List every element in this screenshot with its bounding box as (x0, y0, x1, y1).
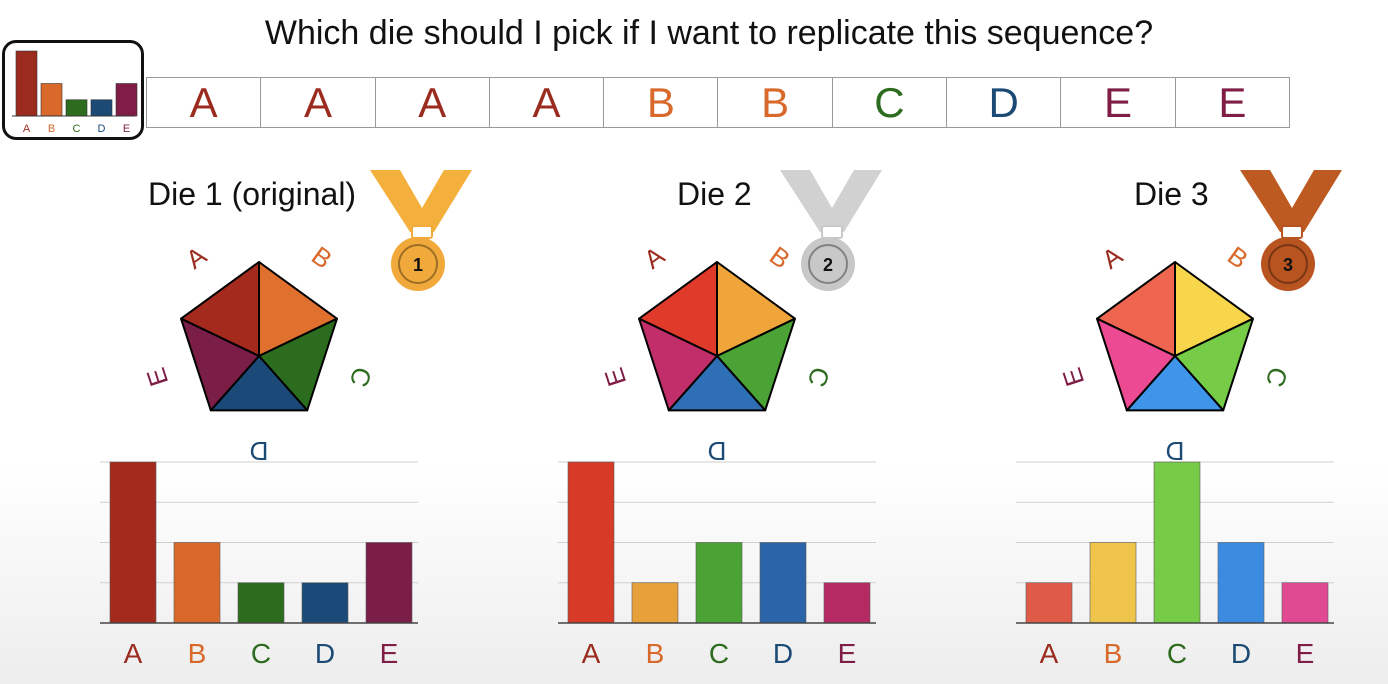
thumbnail-label: C (73, 123, 81, 135)
bar (173, 542, 221, 624)
category-label: C (1167, 638, 1187, 669)
thumbnail-label: E (123, 123, 130, 135)
sequence-cell: A (189, 78, 218, 126)
medal-rank: 3 (1283, 255, 1293, 275)
die-1-bar-chart: A B C D E (100, 461, 418, 669)
category-label: A (124, 638, 143, 669)
page-title: Which die should I pick if I want to rep… (264, 14, 1154, 52)
thumbnail-bar (115, 83, 138, 117)
category-label: D (315, 638, 335, 669)
category-label: E (380, 638, 399, 669)
die-face-label: D (708, 436, 727, 466)
die-face-label: D (1166, 436, 1185, 466)
bar (823, 582, 871, 624)
die-face-label: C (344, 363, 378, 390)
die-face-label: B (764, 240, 796, 274)
category-label: B (646, 638, 665, 669)
bar (109, 461, 157, 624)
sequence-cell: B (717, 78, 831, 127)
medal-ribbon (370, 170, 472, 232)
bar (567, 461, 615, 624)
category-label: E (1296, 638, 1315, 669)
category-label: B (1104, 638, 1123, 669)
gold-medal-icon: 1 (370, 170, 472, 291)
category-label: C (251, 638, 271, 669)
bar (1217, 542, 1265, 624)
die-face-label: E (140, 364, 174, 390)
die-1-pentagon: A B C D E (140, 240, 378, 466)
thumbnail-label: A (23, 123, 31, 135)
silver-medal-icon: 2 (780, 170, 882, 291)
medal-rank: 2 (823, 255, 833, 275)
bar (1281, 582, 1329, 624)
sequence-cell: B (603, 78, 717, 127)
die-face (638, 317, 718, 412)
die-face-label: A (638, 240, 670, 275)
die-face-label: C (802, 363, 836, 390)
sequence-cell: D (946, 78, 1060, 127)
bronze-medal-icon: 3 (1240, 170, 1342, 291)
category-label: E (838, 638, 857, 669)
category-label: C (709, 638, 729, 669)
die-face-label: E (1056, 364, 1090, 390)
sequence-cell: C (831, 78, 946, 127)
die-face-label: C (1260, 363, 1294, 390)
distribution-thumbnail: A B C D E (2, 40, 144, 140)
sequence-cell: E (1060, 78, 1174, 127)
thumbnail-bar (90, 99, 113, 117)
category-label: D (1231, 638, 1251, 669)
bar (301, 582, 349, 624)
medal-ribbon (1240, 170, 1342, 232)
die-3-pentagon: A B C D E (1056, 240, 1294, 466)
bar (1025, 582, 1073, 624)
sequence-cell: E (1174, 78, 1289, 127)
die-2-title: Die 2 (677, 176, 752, 212)
bar (631, 582, 679, 624)
thumbnail-label: D (98, 123, 106, 135)
die-face (1096, 317, 1176, 412)
die-1-title: Die 1 (original) (148, 176, 357, 212)
bar (1153, 461, 1201, 624)
thumbnail-bar (65, 99, 88, 117)
die-face-label: E (598, 364, 632, 390)
die-face-label: B (306, 240, 338, 274)
die-face-label: A (180, 240, 212, 275)
die-face (180, 317, 260, 412)
bar (365, 542, 413, 624)
die-3-bar-chart: A B C D E (1016, 461, 1334, 669)
die-face-label: D (250, 436, 269, 466)
die-2-bar-chart: A B C D E (558, 461, 876, 669)
category-label: A (582, 638, 601, 669)
category-label: B (188, 638, 207, 669)
die-3-title: Die 3 (1134, 176, 1209, 212)
medal-ribbon (780, 170, 882, 232)
die-face-label: B (1222, 240, 1254, 274)
medal-rank: 1 (413, 255, 423, 275)
sequence-cell: A (488, 78, 603, 127)
sequence-cell: A (260, 78, 374, 127)
bar (237, 582, 285, 624)
category-label: A (1040, 638, 1059, 669)
bar (695, 542, 743, 624)
bar (1089, 542, 1137, 624)
category-label: D (773, 638, 793, 669)
die-2-pentagon: A B C D E (598, 240, 836, 466)
die-face-label: A (1096, 240, 1128, 275)
thumbnail-bar (40, 83, 63, 117)
bar (759, 542, 807, 624)
thumbnail-label: B (48, 123, 55, 135)
thumbnail-bar-chart: A B C D E (12, 50, 138, 135)
sequence-cell: A (374, 78, 489, 127)
thumbnail-bar (15, 50, 38, 117)
